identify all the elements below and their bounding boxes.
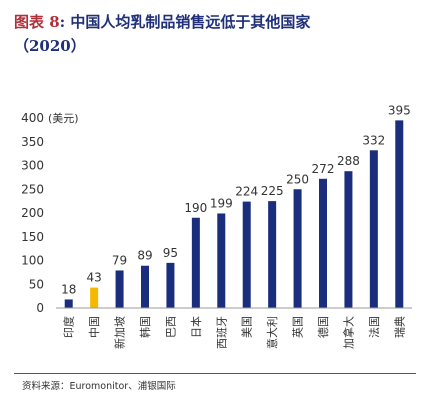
value-label: 288: [337, 154, 360, 168]
bar-5: [191, 217, 200, 308]
y-tick-label: 150: [21, 230, 44, 244]
value-label: 199: [210, 196, 233, 210]
x-axis-labels: 印度 中国 新加坡 韩国 巴西 日本 西班牙 美国 意大利 英国 德国 加拿大 法国 瑞典: [62, 316, 407, 349]
x-tick-label-group: 日本: [189, 316, 203, 338]
source-note: 资料来源：Euromonitor、浦银国际: [22, 381, 176, 392]
value-label: 95: [163, 246, 178, 260]
value-label: 250: [286, 172, 309, 186]
title-text: : 中国人均乳制品销售远低于其他国家: [59, 13, 311, 31]
value-label: 272: [312, 162, 335, 176]
y-tick-label: 350: [21, 135, 44, 149]
x-tick-label-group: 美国: [241, 316, 254, 338]
x-tick-label-group: 印度: [62, 316, 76, 338]
x-tick-label: 新加坡: [113, 316, 127, 349]
bar-3: [141, 265, 149, 308]
x-tick-label-group: 新加坡: [113, 316, 127, 349]
x-tick-label-group: 法国: [367, 316, 381, 338]
value-label: 18: [61, 282, 76, 296]
bar-11: [344, 171, 353, 308]
bar-1: [90, 287, 99, 308]
value-label: 225: [261, 184, 284, 198]
x-tick-label: 印度: [62, 316, 76, 338]
x-tick-label-group: 中国: [88, 316, 101, 338]
bar-7: [242, 201, 251, 308]
x-tick-label-group: 德国: [316, 316, 330, 338]
y-tick-label: 0: [36, 301, 44, 315]
x-tick-label: 美国: [241, 316, 254, 338]
chart-subtitle: （2020）: [14, 37, 86, 55]
x-tick-label-group: 西班牙: [215, 316, 228, 349]
source-divider: [14, 373, 416, 374]
y-axis: 0 50 100 150 200 250 300 350 400: [21, 111, 44, 315]
value-label: 190: [184, 201, 207, 215]
x-tick-label: 中国: [88, 316, 101, 338]
bar-4: [166, 262, 175, 308]
figure-label: 图表 8: [14, 13, 60, 31]
bar-2: [115, 270, 124, 308]
x-tick-label: 瑞典: [392, 316, 406, 338]
x-tick-label-group: 巴西: [164, 316, 177, 338]
y-tick-label: 400: [21, 111, 44, 125]
x-tick-label: 韩国: [138, 316, 152, 338]
x-tick-label: 巴西: [164, 316, 177, 338]
bar-13: [395, 120, 404, 308]
value-label: 224: [235, 185, 258, 199]
x-tick-label-group: 意大利: [265, 316, 279, 349]
value-label: 395: [388, 103, 411, 117]
x-tick-label-group: 加拿大: [341, 316, 355, 349]
x-tick-label: 英国: [291, 316, 305, 338]
value-label: 332: [362, 133, 385, 147]
value-label: 89: [137, 249, 152, 263]
bar-chart: 0 50 100 150 200 250 300 350 400 (美元) 18 43 79 89 95…: [21, 103, 412, 349]
value-label: 79: [112, 253, 127, 267]
y-tick-label: 250: [21, 182, 44, 196]
y-tick-label: 200: [21, 206, 44, 220]
x-tick-label-group: 英国: [291, 316, 305, 338]
x-tick-label: 法国: [367, 316, 381, 338]
bar-8: [268, 201, 277, 308]
x-tick-label: 加拿大: [341, 316, 355, 349]
chart-title: 图表 8: 中国人均乳制品销售远低于其他国家: [14, 10, 418, 34]
y-tick-label: 300: [21, 159, 44, 173]
x-tick-label-group: 韩国: [138, 316, 152, 338]
bar-12: [369, 150, 378, 308]
bar-6: [217, 213, 226, 308]
bar-9: [293, 189, 302, 308]
bar-0: [64, 299, 73, 308]
x-tick-label-group: 瑞典: [392, 316, 406, 338]
x-tick-label: 意大利: [265, 316, 279, 349]
y-tick-label: 100: [21, 254, 44, 268]
y-axis-label: (美元): [48, 112, 79, 125]
value-label: 43: [87, 271, 102, 285]
bar-10: [319, 178, 327, 308]
bars-group: [64, 120, 404, 308]
x-tick-label: 西班牙: [215, 316, 228, 349]
x-tick-label: 德国: [316, 316, 330, 338]
x-tick-label: 日本: [189, 316, 203, 338]
y-tick-label: 50: [29, 277, 44, 291]
